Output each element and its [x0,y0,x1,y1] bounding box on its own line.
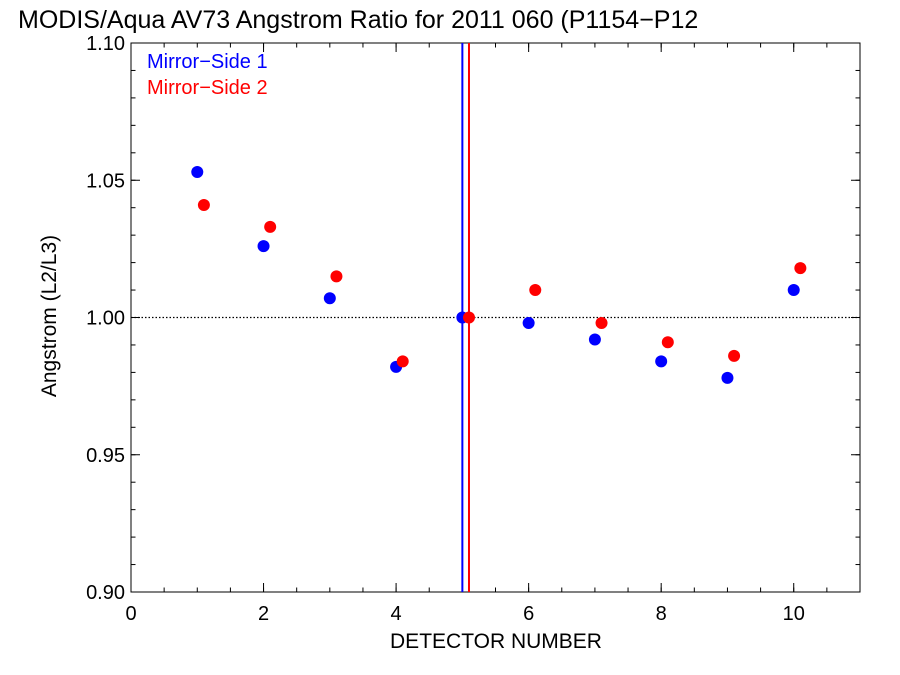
series-1-point [787,284,800,297]
series-2-point [396,355,409,368]
series-1-point [655,355,668,368]
series-1-point [257,240,270,253]
legend-item: Mirror−Side 1 [147,51,268,73]
series-2-point [330,270,343,283]
data-points [191,166,807,384]
y-tick-label: 1.10 [86,33,125,55]
y-tick-label: 0.95 [86,445,125,467]
axis-tick-labels: 0 2 4 6 8 10 0.90 0.95 1.00 1.05 1.10 [86,33,805,625]
legend-item: Mirror−Side 2 [147,77,268,99]
series-1-point [522,316,535,329]
y-axis-label: Angstrom (L2/L3) [38,235,61,397]
series-2-point [264,220,277,233]
x-tick-label: 0 [125,603,136,625]
chart-title: MODIS/Aqua AV73 Angstrom Ratio for 2011 … [18,6,698,34]
y-tick-label: 1.00 [86,308,125,330]
x-tick-label: 6 [523,603,534,625]
y-tick-label: 1.05 [86,170,125,192]
series-1-point [191,166,204,179]
y-tick-label: 0.90 [86,582,125,604]
x-tick-label: 10 [783,603,805,625]
series-1-point [588,333,601,346]
series-2-point [661,336,674,349]
series-1-point [323,292,336,305]
series-2-point [529,284,542,297]
series-2-point [794,262,807,275]
legend: Mirror−Side 1 Mirror−Side 2 [147,51,268,99]
series-2-point [595,316,608,329]
series-2-point [728,349,741,362]
series-2-point [197,198,210,211]
x-axis-label: DETECTOR NUMBER [390,630,602,653]
x-tick-label: 4 [391,603,402,625]
series-1-point [721,371,734,384]
x-tick-label: 2 [258,603,269,625]
series-2-point [462,311,475,324]
x-tick-label: 8 [656,603,667,625]
